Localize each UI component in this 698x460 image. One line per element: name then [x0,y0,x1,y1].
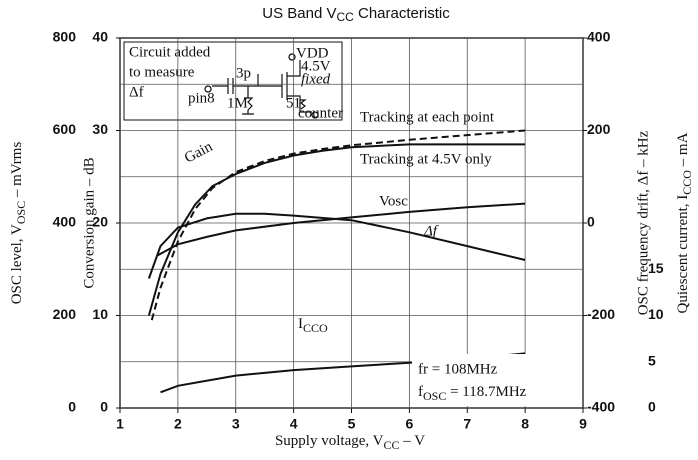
y2-axis-title-sub: OSC [14,201,28,224]
series-label-sub: CCO [303,321,328,335]
y3-tick-label: -200 [587,306,615,322]
series-label: Vosc [379,193,408,209]
y3-tick-label: 400 [587,29,611,45]
circuit-label: VDD [296,45,329,61]
y3-tick-label: 0 [587,214,595,230]
y-tick-label: 10 [92,306,108,322]
y4-axis-title-main: Quiescent current, I [675,195,691,314]
y2-tick-label: 600 [53,121,77,137]
circuit-label: fixed [301,71,331,87]
y3-tick-label: 200 [587,121,611,137]
x-tick-label: 8 [521,416,529,432]
series-line [147,212,526,279]
x-tick-label: 4 [290,416,298,432]
series-label: Δf [423,223,439,239]
circuit-label: pin8 [188,90,215,106]
x-tick-label: 6 [405,416,413,432]
note-tail: = 118.7MHz [446,384,526,400]
y4-tick-label: 10 [648,306,664,322]
note-sub: OSC [423,389,446,403]
y-axis-title: Conversion gain – dB [81,157,97,288]
y2-tick-label: 0 [68,399,76,415]
series-label: Tracking at 4.5V only [360,151,492,167]
y-tick-label: 30 [92,121,108,137]
y4-axis-title: Quiescent current, ICCO – mA [675,132,693,313]
chart-title-sub: CC [337,10,355,24]
x-axis-title: Supply voltage, VCC – V [275,433,425,451]
inset-text: Circuit added [129,44,211,60]
y2-tick-label: 400 [53,214,77,230]
x-axis-title-tail: – V [399,433,425,449]
y4-axis-title-tail: – mA [675,132,691,170]
note: fr = 108MHz [418,361,498,377]
y2-tick-label: 800 [53,29,77,45]
series-line [150,129,526,321]
note-main: f [418,384,423,400]
x-tick-label: 3 [232,416,240,432]
circuit-label: 4.5V [301,58,331,74]
inset-text: Δf [129,84,144,100]
y-tick-label: 0 [100,399,108,415]
y2-axis-title-tail: – mVrms [9,142,25,201]
series-label-main: I [298,316,303,332]
y2-axis-title-main: OSC level, V [9,224,25,304]
y3-axis-title: OSC frequency drift, Δf – kHz [635,130,651,315]
series-line [157,202,526,257]
series-label: ICCO [298,316,328,334]
chart-title-tail: Characteristic [354,5,450,22]
x-tick-label: 9 [579,416,587,432]
x-tick-label: 7 [463,416,471,432]
y4-tick-label: 0 [648,399,656,415]
y-tick-label: 20 [92,214,108,230]
y3-tick-label: -400 [587,399,615,415]
chart-title-main: US Band V [262,5,336,22]
x-axis-title-sub: CC [383,438,399,452]
y-tick-label: 40 [92,29,108,45]
x-tick-label: 1 [116,416,124,432]
y2-tick-label: 200 [53,306,77,322]
inset-text: to measure [129,64,195,80]
y4-axis-title-sub: CCO [680,170,694,195]
y2-axis-title: OSC level, VOSC – mVrms [9,142,27,305]
x-tick-label: 5 [348,416,356,432]
x-tick-label: 2 [174,416,182,432]
circuit-label: 3p [236,65,251,81]
circuit-drawing [204,53,319,119]
y4-tick-label: 15 [648,260,664,276]
inset-circuit: Circuit added to measure Δf 3p VDD 4.5V … [123,41,343,121]
chart-title: US Band VCC Characteristic [262,5,450,24]
series-line [147,143,526,316]
circuit-label: counter [298,105,343,121]
circuit-label: 1M [227,95,248,111]
note: fOSC = 118.7MHz [418,384,527,402]
y4-tick-label: 5 [648,352,656,368]
x-axis-title-main: Supply voltage, V [275,433,384,449]
series-label: Tracking at each point [360,109,495,125]
note-bg [412,354,582,406]
gain-label: Gain [182,139,216,167]
